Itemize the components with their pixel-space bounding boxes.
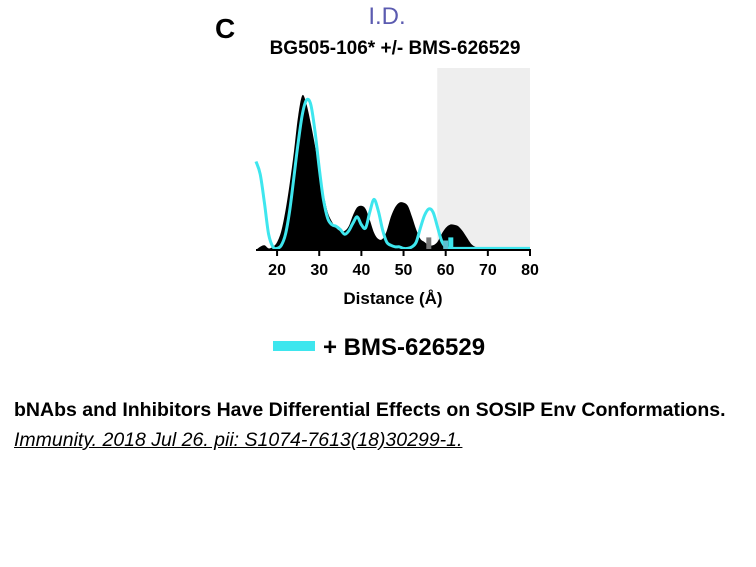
x-axis-ticks: 20 30 40 50 60 70 80 — [268, 250, 539, 279]
x-tick-label: 20 — [268, 262, 286, 279]
x-tick-label: 60 — [437, 262, 455, 279]
distance-distribution-chart: C I.D. BG505-106* +/- BMS-626529 20 30 40 5… — [215, 3, 539, 361]
figure-caption: bNAbs and Inhibitors Have Differential E… — [14, 395, 750, 455]
x-tick-label: 80 — [521, 262, 539, 279]
panel-letter: C — [215, 13, 235, 44]
x-axis-label: Distance (Å) — [343, 289, 442, 308]
x-tick-label: 30 — [310, 262, 328, 279]
x-tick-label: 50 — [395, 262, 413, 279]
legend-swatch — [273, 341, 315, 351]
caption-citation-link[interactable]: Immunity. 2018 Jul 26. pii: S1074-7613(1… — [14, 429, 463, 451]
figure-panel: C I.D. BG505-106* +/- BMS-626529 20 30 40 5… — [215, 3, 539, 361]
marker-layer — [426, 237, 454, 250]
chart-header: I.D. — [368, 3, 405, 30]
legend-label: + BMS-626529 — [323, 334, 485, 361]
shaded-region — [437, 68, 530, 250]
marker-bar — [426, 237, 432, 250]
legend: + BMS-626529 — [273, 334, 485, 361]
marker-bar — [448, 237, 454, 250]
x-tick-label: 40 — [352, 262, 370, 279]
caption-title: bNAbs and Inhibitors Have Differential E… — [14, 399, 726, 421]
marker-bar — [443, 240, 449, 250]
x-tick-label: 70 — [479, 262, 497, 279]
chart-title: BG505-106* +/- BMS-626529 — [270, 38, 521, 59]
